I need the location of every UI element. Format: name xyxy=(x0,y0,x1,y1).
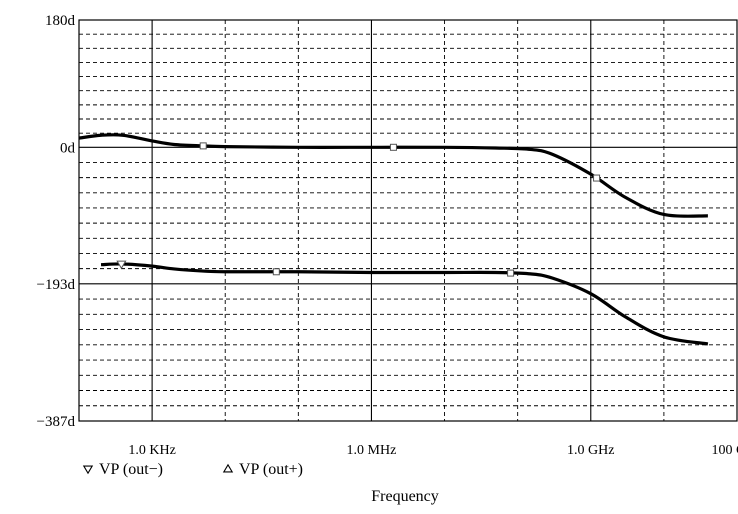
legend-marker-triangle-up xyxy=(222,463,234,473)
legend: VP (out−) VP (out+) xyxy=(82,461,303,478)
legend-label: VP (out−) xyxy=(99,461,163,478)
series-line-vp-out-minus xyxy=(100,262,709,346)
plot-area xyxy=(78,19,738,422)
y-tick-label: −387d xyxy=(37,414,76,430)
x-axis-title: Frequency xyxy=(371,488,439,505)
x-tick-label: 100 GHz xyxy=(712,443,738,458)
x-tick-label: 1.0 KHz xyxy=(128,443,175,458)
series-marker xyxy=(507,269,515,277)
series-marker xyxy=(116,260,127,270)
y-tick-label: 180d xyxy=(45,13,76,29)
y-tick-label: −193d xyxy=(37,277,76,293)
series-marker xyxy=(272,268,280,276)
x-tick-label: 1.0 MHz xyxy=(347,443,397,458)
series-marker xyxy=(593,174,601,182)
y-tick-label: 0d xyxy=(60,140,76,156)
legend-label: VP (out+) xyxy=(239,461,303,478)
x-tick-label: 1.0 GHz xyxy=(567,443,614,458)
legend-marker-triangle-down xyxy=(82,465,94,475)
series-layer xyxy=(78,133,709,346)
series-marker xyxy=(199,142,207,150)
series-marker xyxy=(389,143,397,151)
tick-labels: 180d 0d −193d −387d 1.0 KHz 1.0 MHz 1.0 GHz 100… xyxy=(37,13,738,458)
